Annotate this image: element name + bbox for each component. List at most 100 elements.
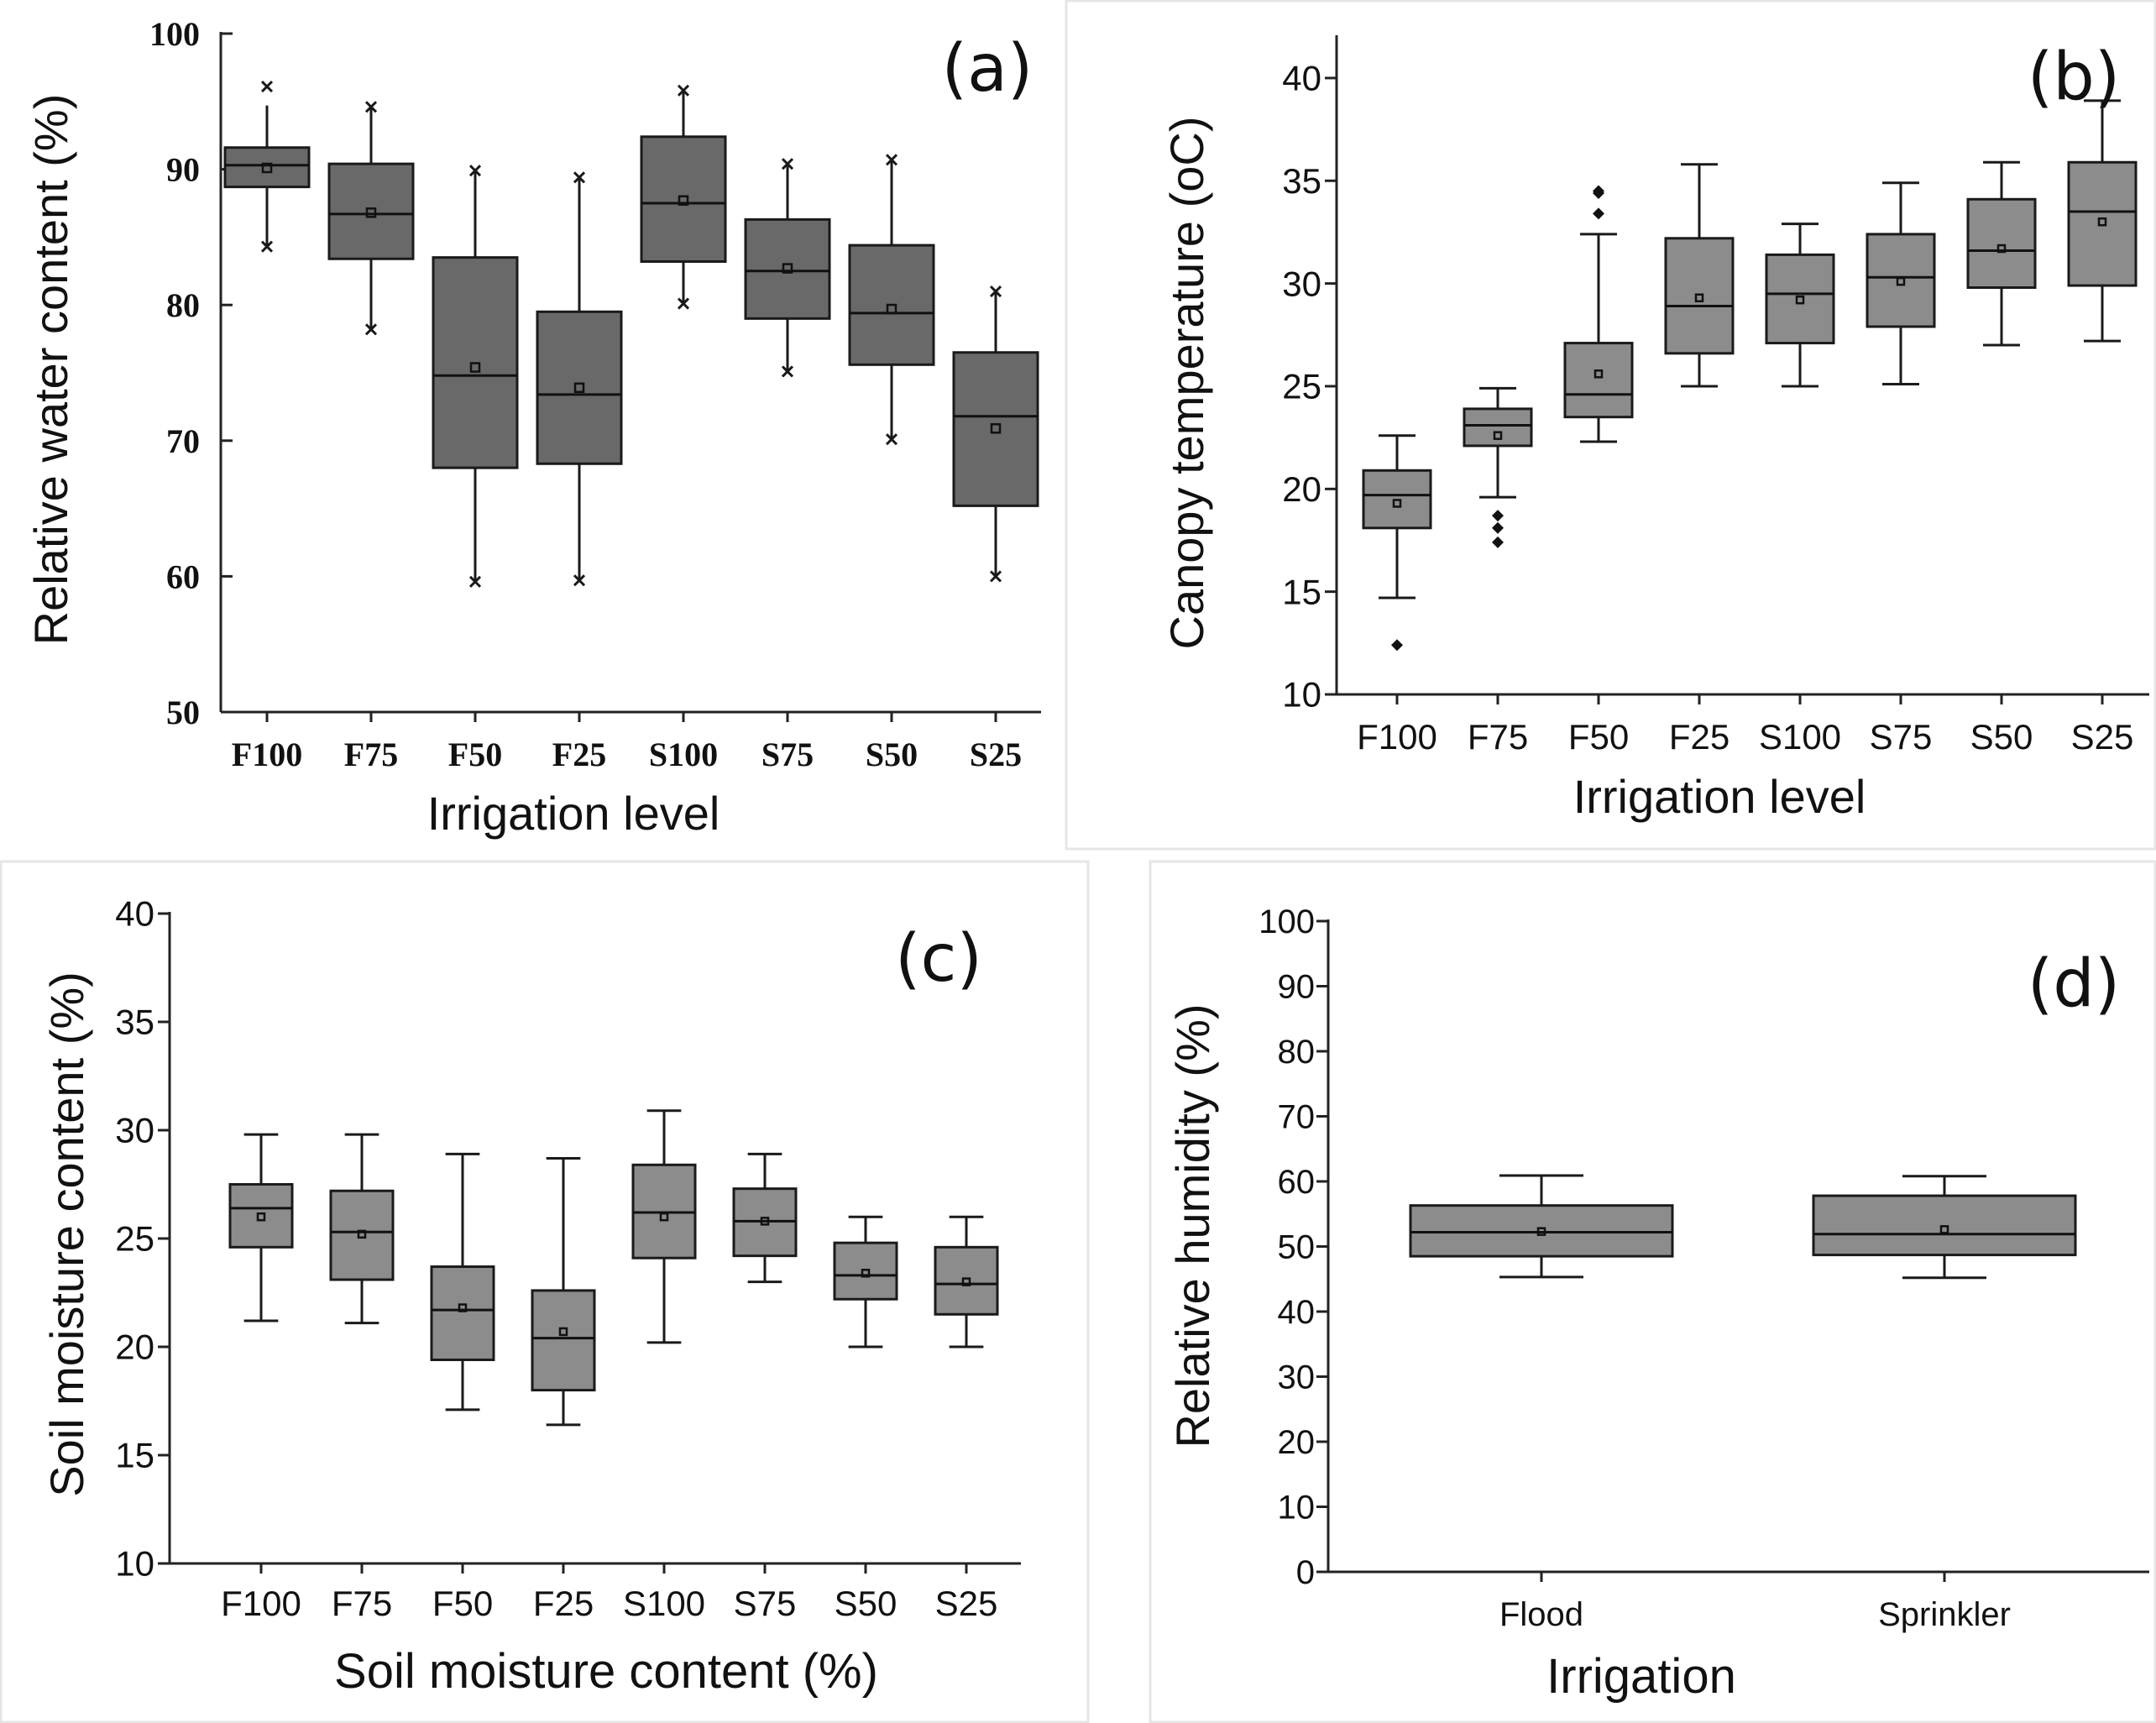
- box-F25: [1664, 163, 1735, 388]
- x-axis-title: Soil moisture content (%): [334, 1644, 878, 1699]
- x-tick-label: S100: [623, 1584, 705, 1623]
- y-tick-label: 20: [1278, 1424, 1316, 1461]
- chart-panel-c: 10 15 20 25 30 35 40 F100 F75 F50 F25 S100 S75 S50 S25…: [40, 894, 1021, 1699]
- extreme-marker-stroke: [573, 574, 586, 587]
- mean-marker: [1593, 369, 1604, 379]
- box-iqr: [952, 351, 1039, 507]
- extreme-marker: [885, 154, 898, 166]
- mean-marker: [1896, 276, 1906, 286]
- x-tick-label: S50: [835, 1584, 897, 1623]
- extreme-marker-stroke: [260, 240, 274, 253]
- y-tick-label: 50: [166, 694, 200, 731]
- extreme-marker-stroke: [260, 80, 274, 93]
- outlier-point: [1492, 536, 1504, 548]
- y-tick-label: 20: [1282, 469, 1321, 509]
- box-iqr: [1563, 342, 1634, 419]
- y-tick-label: 100: [149, 15, 200, 53]
- y-tick-label: 40: [115, 894, 154, 934]
- x-tick-label: F100: [1357, 717, 1437, 757]
- x-tick-label: S100: [649, 736, 718, 773]
- box-iqr: [1664, 237, 1735, 355]
- box-F75: [329, 1133, 395, 1325]
- box-iqr: [640, 135, 727, 263]
- x-axis-title: Irrigation level: [1573, 770, 1866, 823]
- mean-marker: [357, 1229, 367, 1239]
- y-tick-label: 10: [115, 1544, 154, 1584]
- extreme-marker-stroke: [364, 323, 378, 336]
- mean-marker: [458, 1303, 468, 1312]
- extreme-marker: [260, 80, 274, 93]
- extreme-marker-stroke: [468, 165, 482, 177]
- y-axis-title: Relative humidity (%): [1166, 1003, 1219, 1448]
- box-iqr: [2067, 160, 2138, 287]
- x-tick-label: S75: [761, 736, 814, 773]
- mean-marker: [469, 362, 481, 373]
- y-tick-label: 20: [115, 1328, 154, 1367]
- extreme-marker: [364, 323, 378, 336]
- extreme-marker-stroke: [781, 158, 794, 170]
- y-tick-label: 15: [115, 1436, 154, 1475]
- box-F100: [228, 1133, 294, 1322]
- mean-marker: [1536, 1227, 1546, 1236]
- x-tick-label: F75: [332, 1584, 392, 1623]
- box-iqr: [934, 1245, 999, 1316]
- extreme-marker: [468, 165, 482, 177]
- x-tick-label: F50: [448, 736, 502, 773]
- y-axis-title: Soil moisture content (%): [40, 971, 93, 1497]
- panel-label: (b): [2028, 39, 2120, 115]
- box-iqr: [536, 310, 623, 465]
- extreme-marker-stroke: [677, 297, 690, 310]
- y-tick-label: 70: [1278, 1099, 1316, 1136]
- x-axis-title: Irrigation level: [427, 787, 720, 840]
- x-tick-label: S75: [734, 1584, 797, 1623]
- outlier-point: [1593, 207, 1604, 220]
- extreme-marker: [573, 574, 586, 587]
- x-tick-label: F75: [1468, 717, 1528, 757]
- box-iqr: [1409, 1204, 1674, 1258]
- y-tick-label: 0: [1296, 1554, 1315, 1591]
- outlier-point: [1492, 510, 1504, 522]
- mean-marker: [861, 1269, 871, 1278]
- outlier-point: [1391, 639, 1403, 652]
- mean-marker: [365, 207, 377, 218]
- box-iqr: [848, 244, 935, 366]
- mean-marker: [782, 263, 793, 274]
- box-S50: [848, 154, 935, 446]
- x-tick-label: F50: [432, 1584, 493, 1623]
- x-tick-label: S75: [1870, 717, 1933, 757]
- y-tick-label: 40: [1278, 1294, 1316, 1331]
- x-tick-label: S50: [1970, 717, 2033, 757]
- box-S100: [631, 1109, 697, 1344]
- x-tick-label: F75: [344, 736, 398, 773]
- y-tick-label: 60: [1278, 1164, 1316, 1201]
- box-F25: [536, 171, 623, 587]
- extreme-marker-stroke: [677, 84, 690, 97]
- mean-marker: [1392, 499, 1402, 508]
- y-tick-label: 35: [1282, 161, 1321, 201]
- x-tick-label: S25: [935, 1584, 998, 1623]
- mean-marker: [1795, 295, 1805, 305]
- box-iqr: [432, 256, 519, 469]
- box-iqr: [329, 1189, 395, 1281]
- chart-panel-a: 50 60 70 80 90 100 F100 F75 F50 F25 S100 S75 S50 S25 I…: [24, 15, 1041, 840]
- box-Sprinkler: [1812, 1175, 2077, 1280]
- chart-panel-d: 0 10 20 30 40 50 60 70 80 90 100 Flood Sprinkler Irri…: [1166, 903, 2149, 1704]
- mean-marker: [659, 1212, 669, 1222]
- x-axis-title: Irrigation: [1546, 1649, 1736, 1704]
- x-tick-label: S25: [2071, 717, 2134, 757]
- y-tick-label: 90: [166, 151, 200, 189]
- box-iqr: [744, 217, 831, 320]
- box-iqr: [228, 1183, 294, 1249]
- y-tick-label: 25: [115, 1219, 154, 1259]
- y-tick-label: 35: [115, 1003, 154, 1042]
- box-S25: [934, 1215, 999, 1349]
- y-axis-title: Relative water content (%): [24, 94, 77, 646]
- box-F50: [1563, 185, 1634, 443]
- x-tick-label: S25: [970, 736, 1022, 773]
- mean-marker: [886, 303, 897, 315]
- extreme-marker: [573, 171, 586, 184]
- box-iqr: [430, 1265, 495, 1361]
- y-tick-label: 80: [166, 286, 200, 324]
- mean-marker: [261, 162, 273, 174]
- box-F75: [327, 101, 415, 336]
